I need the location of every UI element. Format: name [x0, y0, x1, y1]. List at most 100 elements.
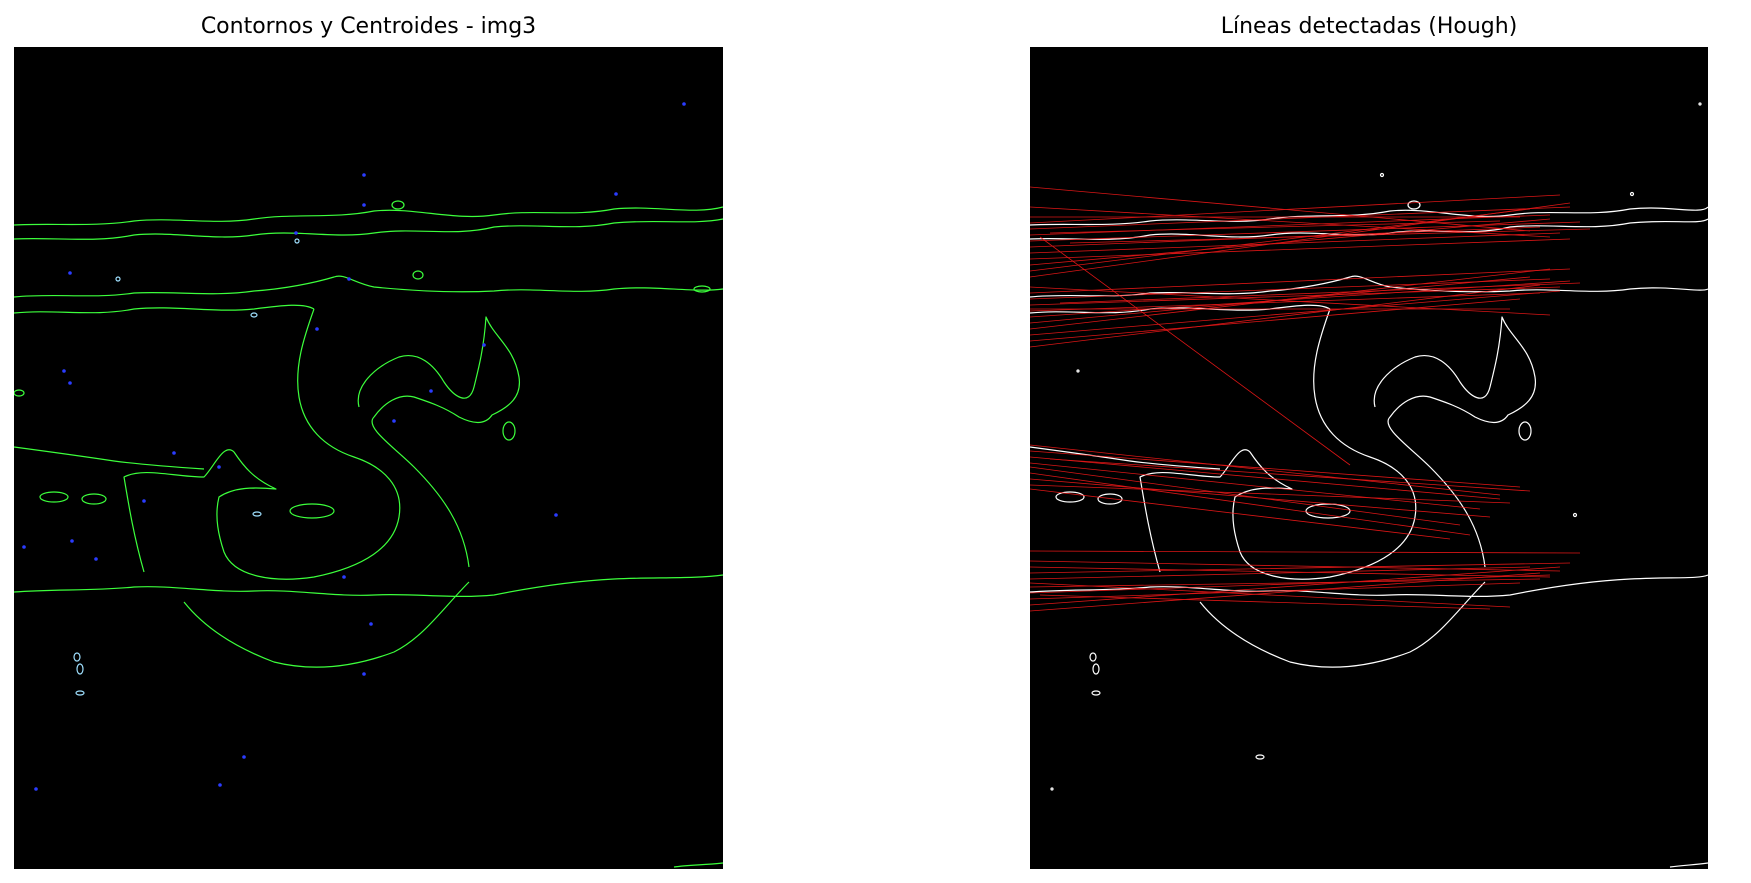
hough-line: [1030, 488, 1451, 540]
centroid-dot: [22, 545, 26, 549]
contour-hole: [250, 312, 258, 318]
centroid-dot: [68, 271, 72, 275]
hough-line: [1030, 206, 1551, 238]
hough-line: [1030, 194, 1561, 224]
hough-panel-title: Líneas detectadas (Hough): [1220, 14, 1518, 39]
edge-dot: [1050, 787, 1054, 791]
edge-blob: [1089, 652, 1097, 662]
contour-hole: [115, 276, 121, 282]
centroid-dot: [392, 419, 396, 423]
centroid-dot: [429, 389, 433, 393]
centroid-dot: [172, 451, 176, 455]
contour-hole: [76, 663, 84, 675]
contours-image: [14, 102, 723, 868]
contour-lower-band-upper: [14, 446, 205, 470]
edge-blob: [1091, 690, 1101, 696]
edge-blob: [1092, 663, 1100, 675]
contour-top-band-lower: [14, 218, 723, 240]
hough-line: [1049, 220, 1501, 234]
hough-line: [1030, 298, 1521, 342]
edge-blob: [1097, 493, 1123, 505]
hough-line: [1030, 290, 1561, 336]
hough-image-panel: [1030, 47, 1708, 869]
centroid-dot: [369, 622, 373, 626]
contour-second-band-lower: [14, 304, 315, 314]
hough-line: [1030, 232, 1561, 254]
hough-image: [1030, 102, 1708, 868]
hough-line: [1030, 466, 1461, 526]
edge-top-band-upper: [1030, 206, 1708, 226]
centroid-dot: [142, 499, 146, 503]
hough-line: [1030, 218, 1551, 266]
edge-bottom-right-fragment: [1669, 862, 1708, 868]
edge-blob: [1518, 421, 1532, 441]
hough-line: [1030, 484, 1511, 504]
contour-blob: [39, 491, 69, 503]
contours-panel-title: Contornos y Centroides - img3: [200, 14, 537, 39]
hough-line: [1030, 562, 1571, 574]
hough-line: [1030, 268, 1571, 294]
edge-lower-band-upper: [1030, 446, 1221, 470]
centroid-dot: [362, 203, 366, 207]
edge-dot: [1076, 369, 1080, 373]
centroid-dot: [217, 465, 221, 469]
contour-blob: [81, 493, 107, 505]
edge-s-shape: [1139, 308, 1417, 580]
hough-line: [1039, 594, 1491, 610]
contour-hole: [294, 238, 300, 244]
centroid-dot: [362, 672, 366, 676]
contour-top-band-upper: [14, 206, 723, 226]
hough-line: [1030, 292, 1541, 312]
hough-line: [1030, 574, 1551, 594]
contour-blob: [693, 285, 711, 293]
contour-blob: [412, 270, 424, 280]
contour-blob: [502, 421, 516, 441]
hough-line: [1030, 550, 1581, 554]
hough-line: [1030, 214, 1551, 236]
hough-line: [1030, 560, 1561, 572]
hough-line: [1059, 282, 1581, 304]
hough-line: [1030, 566, 1551, 578]
contour-second-band-upper: [14, 275, 723, 298]
hough-line: [1030, 221, 1581, 242]
hough-line: [1049, 458, 1531, 492]
centroid-dot: [94, 557, 98, 561]
centroid-dot: [218, 783, 222, 787]
hough-line: [1030, 208, 1531, 272]
edge-blob: [1305, 503, 1351, 519]
edge-s-shape-inner: [1373, 316, 1536, 568]
centroid-dot: [315, 327, 319, 331]
hough-line: [1030, 450, 1521, 488]
hough-line: [1030, 444, 1501, 496]
hough-line: [1030, 206, 1571, 230]
hough-line: [1030, 456, 1501, 500]
contour-hole: [252, 511, 262, 517]
centroid-dot: [62, 369, 66, 373]
hough-line: [1030, 278, 1551, 300]
hough-line: [1030, 566, 1531, 580]
centroid-dot: [68, 381, 72, 385]
hough-line: [1030, 578, 1541, 588]
hough-line: [1030, 286, 1551, 316]
edge-dot: [1698, 102, 1702, 106]
centroid-dot: [347, 277, 351, 281]
edge-blob: [1255, 754, 1265, 760]
centroid-dot: [482, 343, 486, 347]
contour-hole: [73, 652, 81, 662]
edge-blob: [1055, 491, 1085, 503]
centroid-dot: [682, 102, 686, 106]
edge-dot: [1572, 512, 1578, 518]
contour-blob: [391, 200, 405, 210]
contour-lower-band-lower: [14, 574, 723, 598]
centroid-dot: [242, 755, 246, 759]
contour-blob: [14, 389, 25, 397]
centroid-dot: [362, 173, 366, 177]
edge-dot: [1379, 172, 1385, 178]
hough-line: [1030, 566, 1561, 606]
centroid-dot: [294, 231, 298, 235]
centroid-dot: [342, 575, 346, 579]
contour-s-shape-inner: [357, 316, 520, 568]
contour-blob: [289, 503, 335, 519]
hough-line: [1030, 582, 1521, 600]
contour-hole: [75, 690, 85, 696]
